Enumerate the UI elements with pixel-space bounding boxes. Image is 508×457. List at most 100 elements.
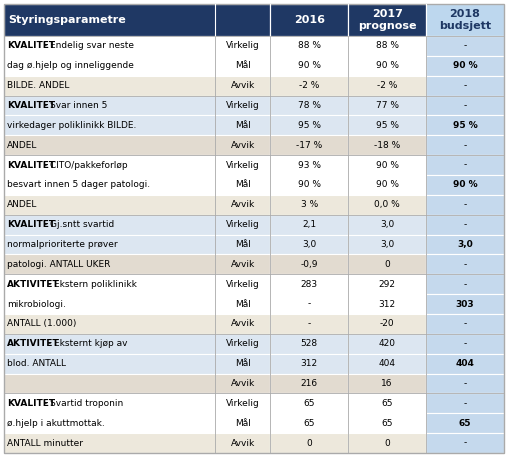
Text: ø.hjelp i akuttmottak.: ø.hjelp i akuttmottak. xyxy=(7,419,105,428)
Bar xyxy=(348,255,426,274)
Text: 3,0: 3,0 xyxy=(457,240,473,249)
Text: Virkelig: Virkelig xyxy=(226,42,260,50)
Text: - Svartid troponin: - Svartid troponin xyxy=(41,399,123,408)
Text: Mål: Mål xyxy=(235,121,250,130)
Bar xyxy=(270,76,348,96)
Text: 303: 303 xyxy=(456,300,474,308)
Text: 90 %: 90 % xyxy=(375,181,399,190)
Text: 95 %: 95 % xyxy=(375,121,399,130)
Text: - Gj.sntt svartid: - Gj.sntt svartid xyxy=(41,220,114,229)
Text: -: - xyxy=(463,160,467,170)
Bar xyxy=(426,116,504,135)
Bar xyxy=(426,393,504,413)
Text: Styringsparametre: Styringsparametre xyxy=(8,15,126,25)
Bar xyxy=(348,314,426,334)
Bar xyxy=(426,175,504,195)
Text: 404: 404 xyxy=(456,359,474,368)
Bar xyxy=(4,274,270,294)
Bar xyxy=(348,215,426,234)
Text: 2017
prognose: 2017 prognose xyxy=(358,9,417,31)
Bar xyxy=(270,135,348,155)
Bar xyxy=(270,155,348,175)
Bar xyxy=(270,274,348,294)
Text: 65: 65 xyxy=(303,419,315,428)
Bar xyxy=(270,373,348,393)
Bar xyxy=(270,96,348,116)
Text: 2,1: 2,1 xyxy=(302,220,316,229)
Bar xyxy=(348,274,426,294)
Text: patologi. ANTALL UKER: patologi. ANTALL UKER xyxy=(7,260,110,269)
Bar xyxy=(426,334,504,354)
Bar xyxy=(4,4,270,36)
Bar xyxy=(4,56,270,76)
Bar xyxy=(270,195,348,215)
Text: -: - xyxy=(463,339,467,348)
Bar xyxy=(4,155,270,175)
Text: -: - xyxy=(463,200,467,209)
Text: 88 %: 88 % xyxy=(375,42,399,50)
Bar xyxy=(270,433,348,453)
Text: -: - xyxy=(463,42,467,50)
Text: Avvik: Avvik xyxy=(231,379,255,388)
Text: Virkelig: Virkelig xyxy=(226,160,260,170)
Text: 283: 283 xyxy=(301,280,318,289)
Text: 93 %: 93 % xyxy=(298,160,321,170)
Bar xyxy=(4,76,270,96)
Text: -: - xyxy=(463,260,467,269)
Bar xyxy=(426,76,504,96)
Bar xyxy=(4,36,270,56)
Text: Avvik: Avvik xyxy=(231,141,255,150)
Bar xyxy=(4,393,270,413)
Bar xyxy=(348,234,426,255)
Text: Virkelig: Virkelig xyxy=(226,399,260,408)
Bar xyxy=(426,135,504,155)
Text: -: - xyxy=(463,220,467,229)
Text: Mål: Mål xyxy=(235,181,250,190)
Bar xyxy=(348,56,426,76)
Text: ANDEL: ANDEL xyxy=(7,141,38,150)
Text: 0: 0 xyxy=(384,260,390,269)
Bar xyxy=(270,413,348,433)
Text: dag ø.hjelp og inneliggende: dag ø.hjelp og inneliggende xyxy=(7,61,134,70)
Bar xyxy=(270,56,348,76)
Text: Avvik: Avvik xyxy=(231,319,255,329)
Text: normalprioriterte prøver: normalprioriterte prøver xyxy=(7,240,118,249)
Bar xyxy=(426,413,504,433)
Text: 0: 0 xyxy=(306,439,312,447)
Text: 90 %: 90 % xyxy=(298,61,321,70)
Bar xyxy=(426,255,504,274)
Bar xyxy=(270,314,348,334)
Text: 2016: 2016 xyxy=(294,15,325,25)
Bar xyxy=(270,4,348,36)
Text: Virkelig: Virkelig xyxy=(226,101,260,110)
Text: -20: -20 xyxy=(380,319,395,329)
Bar xyxy=(426,195,504,215)
Text: 90 %: 90 % xyxy=(453,61,478,70)
Bar xyxy=(270,334,348,354)
Text: -: - xyxy=(463,399,467,408)
Bar xyxy=(270,215,348,234)
Text: Mål: Mål xyxy=(235,61,250,70)
Text: 292: 292 xyxy=(378,280,396,289)
Bar xyxy=(348,36,426,56)
Bar xyxy=(348,373,426,393)
Bar xyxy=(426,155,504,175)
Bar xyxy=(348,155,426,175)
Bar xyxy=(348,294,426,314)
Text: 95 %: 95 % xyxy=(298,121,321,130)
Text: 528: 528 xyxy=(301,339,318,348)
Text: -: - xyxy=(463,141,467,150)
Text: 88 %: 88 % xyxy=(298,42,321,50)
Text: 312: 312 xyxy=(378,300,396,308)
Text: AKTIVITET: AKTIVITET xyxy=(7,339,59,348)
Text: 65: 65 xyxy=(459,419,471,428)
Text: 3,0: 3,0 xyxy=(380,220,394,229)
Bar xyxy=(4,215,270,234)
Bar xyxy=(426,354,504,373)
Bar xyxy=(270,234,348,255)
Text: - Eksternt kjøp av: - Eksternt kjøp av xyxy=(45,339,128,348)
Text: -: - xyxy=(463,379,467,388)
Text: 95 %: 95 % xyxy=(453,121,478,130)
Bar xyxy=(4,354,270,373)
Text: - Endelig svar neste: - Endelig svar neste xyxy=(41,42,134,50)
